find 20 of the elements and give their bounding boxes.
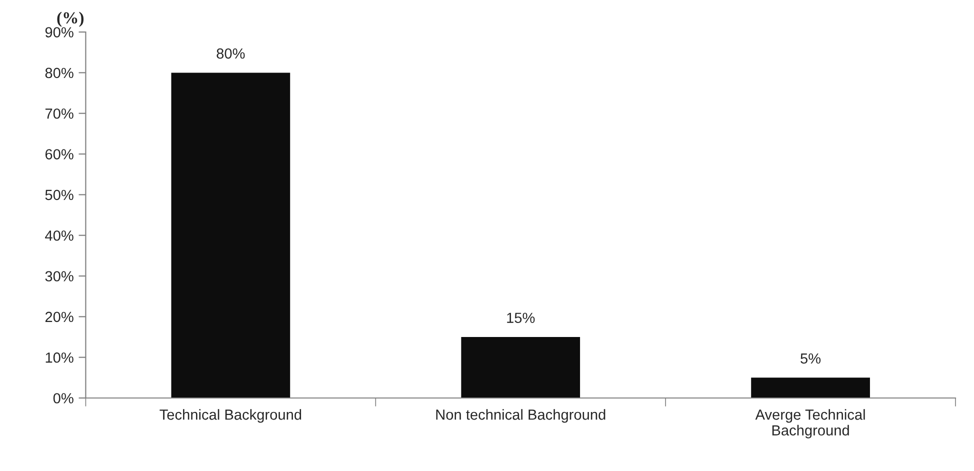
bar: [751, 378, 870, 398]
y-tick-label: 40%: [45, 230, 74, 241]
y-tick-label: 90%: [45, 27, 74, 38]
x-tick-label: Technical Background: [160, 409, 302, 423]
y-tick-label: 80%: [45, 68, 74, 78]
data-label: 15%: [507, 312, 535, 324]
y-tick-label: 70%: [45, 108, 74, 119]
bar: [461, 337, 580, 398]
x-tick-label: Non technical Bachground: [436, 409, 606, 423]
y-tick-label: 50%: [45, 190, 74, 200]
data-label: 80%: [216, 48, 245, 59]
data-label: 5%: [800, 353, 821, 364]
y-tick-label: 30%: [45, 271, 74, 282]
y-tick-label: 0%: [53, 393, 74, 404]
y-axis-title: (%): [57, 12, 84, 27]
y-tick-label: 10%: [46, 352, 74, 363]
y-tick-label: 20%: [45, 312, 74, 322]
x-tick-label: Averge Technical Bachground: [755, 409, 865, 438]
y-tick-label: 60%: [45, 149, 74, 160]
bar: [171, 72, 290, 398]
